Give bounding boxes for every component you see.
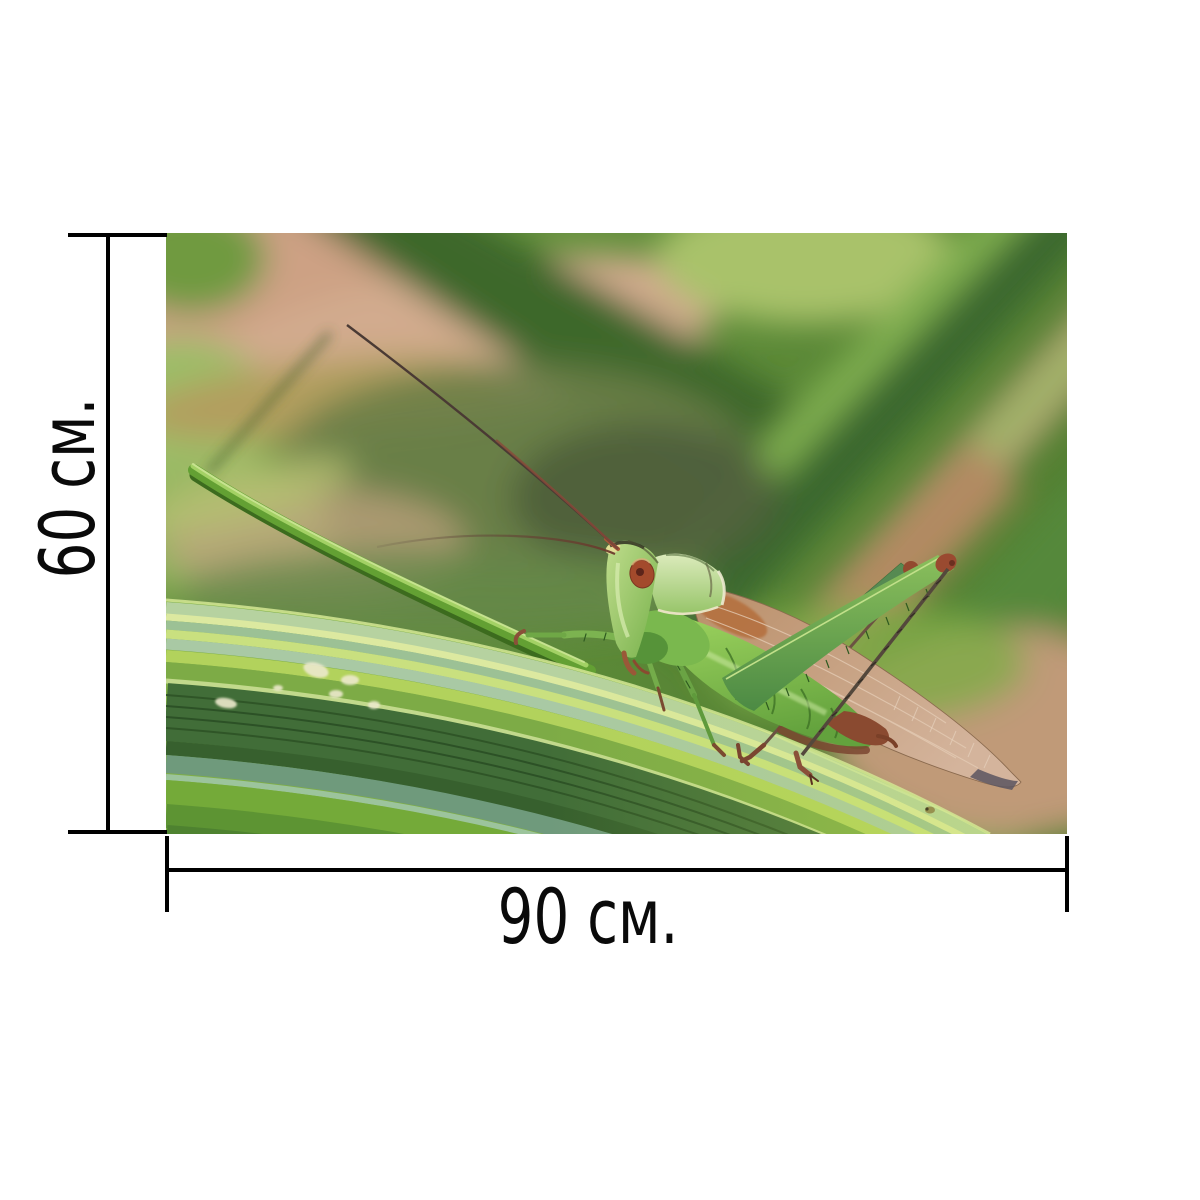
width-dimension-label: 90 см. <box>497 872 679 961</box>
blade-white-spots <box>215 662 380 709</box>
height-dimension-line <box>106 234 110 834</box>
grasshopper-near-hind-leg <box>722 553 957 757</box>
grasshopper-head <box>605 540 659 676</box>
product-photo <box>166 233 1067 834</box>
tiny-insect <box>925 806 935 814</box>
width-dimension-line <box>165 868 1069 872</box>
width-dimension-tick-right <box>1065 836 1069 912</box>
width-dimension-tick-left <box>165 836 169 912</box>
grasshopper-eye <box>629 558 655 589</box>
grasshopper <box>346 324 1022 790</box>
grasshopper-antennae <box>346 324 620 556</box>
blurred-grass-stalk <box>206 331 332 475</box>
grasshopper-photo <box>166 233 1067 834</box>
height-dimension-label: 60 см. <box>23 397 112 579</box>
height-dimension-tick-bottom <box>68 830 167 834</box>
grasshopper-hind-feet <box>736 743 819 785</box>
height-dimension-tick-top <box>68 233 167 237</box>
